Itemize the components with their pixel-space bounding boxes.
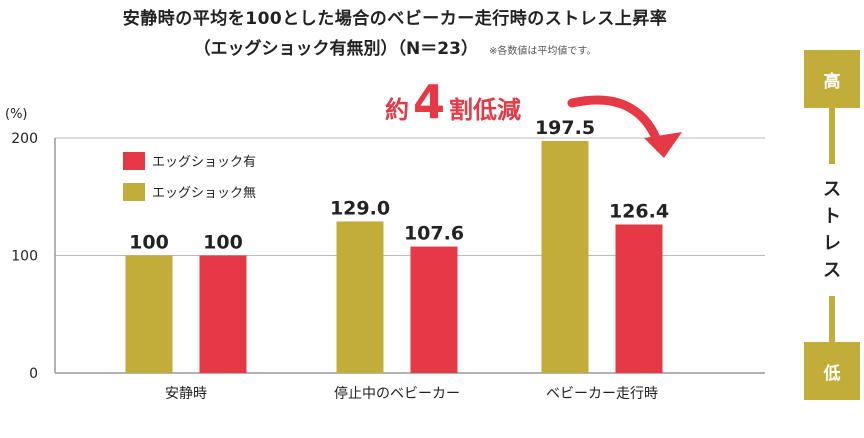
legend-swatch bbox=[123, 183, 145, 201]
y-tick-label: 200 bbox=[11, 131, 38, 147]
x-category-label: ベビーカー走行時 bbox=[546, 386, 658, 402]
callout-arrow-head bbox=[644, 132, 682, 158]
bar-chart: (%) 0 100 200 100 100 安静時 129.0 107.6 停止中のベビーカー 19… bbox=[5, 75, 765, 402]
legend-swatch bbox=[123, 152, 145, 170]
stress-scale: 高 ストレス 低 bbox=[804, 50, 860, 400]
bar bbox=[336, 221, 384, 373]
stress-label: ストレス bbox=[823, 179, 841, 281]
bar bbox=[541, 140, 589, 373]
stress-high-box: 高 bbox=[804, 50, 860, 108]
stress-line-top bbox=[829, 108, 835, 164]
chart-subtitle-row: （エッグショック有無別）（N＝23） ※各数値は平均値です。 bbox=[0, 34, 790, 59]
bar bbox=[410, 246, 458, 373]
bar-value-label: 100 bbox=[203, 232, 243, 254]
bar-value-label: 197.5 bbox=[535, 117, 595, 139]
bar-value-label: 107.6 bbox=[404, 223, 464, 245]
chart-note: ※各数値は平均値です。 bbox=[489, 46, 597, 57]
chart-subtitle: （エッグショック有無別）（N＝23） bbox=[193, 39, 478, 59]
bar bbox=[199, 255, 247, 373]
bar-value-label: 129.0 bbox=[330, 197, 390, 219]
x-category-label: 停止中のベビーカー bbox=[334, 385, 460, 402]
callout-text: 約4 割低減 bbox=[385, 75, 521, 129]
x-category-label: 安静時 bbox=[165, 386, 207, 402]
y-tick-label: 100 bbox=[11, 249, 38, 265]
bar bbox=[615, 224, 663, 373]
y-tick-label: 0 bbox=[29, 366, 38, 382]
bar-value-label: 126.4 bbox=[609, 200, 669, 222]
chart-title: 安静時の平均を100とした場合のベビーカー走行時のストレス上昇率 bbox=[122, 9, 668, 29]
legend-label: エッグショック無 bbox=[152, 186, 256, 201]
stress-low-box: 低 bbox=[804, 342, 860, 400]
bar-value-label: 100 bbox=[129, 232, 169, 254]
stress-line-bottom bbox=[829, 296, 835, 342]
y-axis-unit-label: (%) bbox=[5, 107, 28, 122]
bar bbox=[125, 255, 173, 373]
legend-label: エッグショック有 bbox=[152, 155, 256, 170]
callout-arrow-shaft bbox=[567, 95, 665, 153]
